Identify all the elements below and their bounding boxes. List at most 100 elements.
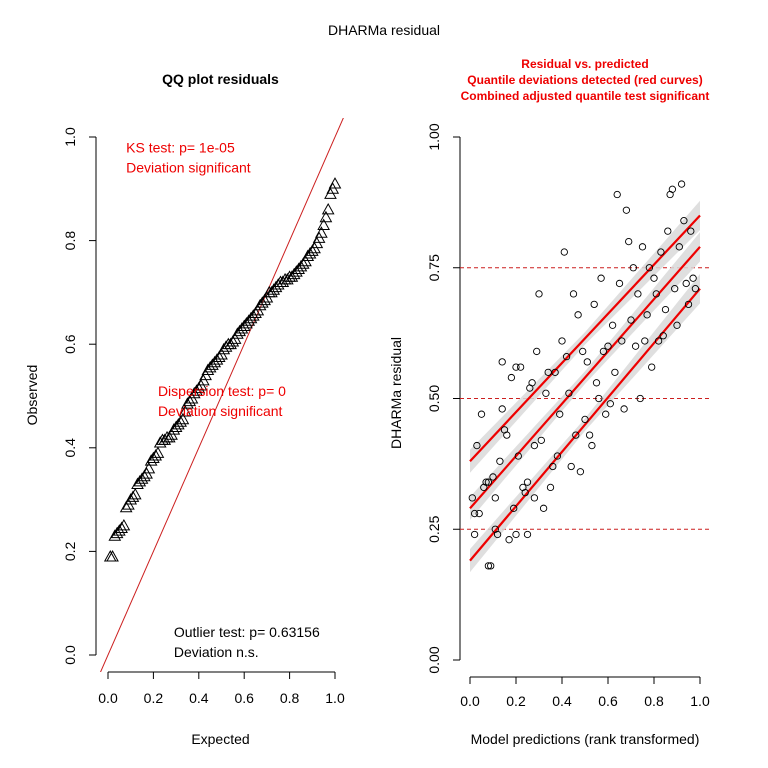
- residual-point: [657, 248, 665, 256]
- residual-point: [611, 368, 619, 376]
- residual-point: [634, 290, 642, 298]
- residual-x-tick-label: 0.0: [460, 693, 480, 709]
- qq-x-tick-label: 0.0: [98, 690, 118, 706]
- residual-plot-title-line: Combined adjusted quantile test signific…: [461, 89, 710, 103]
- residual-point: [567, 462, 575, 471]
- residual-point: [604, 342, 612, 350]
- residual-point: [505, 536, 513, 544]
- residual-point: [682, 279, 690, 288]
- residual-point: [528, 379, 536, 387]
- residual-point: [477, 410, 486, 418]
- residual-vs-predicted-plot: Residual vs. predicted Quantile deviation…: [388, 57, 712, 747]
- residual-point: [627, 316, 635, 324]
- qq-y-tick-label: 0.6: [62, 334, 78, 354]
- qq-x-tick-label: 0.4: [189, 690, 209, 706]
- residual-point: [595, 394, 603, 403]
- residual-point: [691, 285, 700, 293]
- residual-y-axis-label: DHARMa residual: [388, 337, 404, 449]
- residual-x-tick-label: 0.4: [552, 693, 572, 709]
- residual-point: [539, 504, 548, 512]
- residual-point: [493, 530, 502, 539]
- qq-point: [317, 218, 330, 230]
- residual-x-tick-label: 0.6: [598, 693, 618, 709]
- residual-point: [638, 243, 647, 251]
- residual-y-tick-label: 1.00: [426, 123, 442, 150]
- residual-plot-title-line: Quantile deviations detected (red curves…: [467, 73, 702, 87]
- residual-point: [583, 358, 591, 366]
- qq-point: [178, 405, 192, 417]
- residual-point: [668, 185, 677, 193]
- residual-point: [673, 321, 681, 329]
- residual-point: [664, 227, 672, 235]
- residual-point: [507, 373, 516, 382]
- qq-point: [128, 487, 142, 500]
- residual-point: [551, 368, 559, 376]
- residual-point: [496, 457, 504, 465]
- residual-point: [487, 562, 495, 570]
- residual-point: [572, 431, 580, 439]
- residual-point: [558, 337, 566, 345]
- residual-point: [569, 290, 578, 298]
- quantile-curve: [469, 214, 701, 463]
- residual-point: [544, 368, 552, 376]
- qq-point: [137, 469, 151, 482]
- qq-y-tick-label: 0.8: [62, 231, 78, 251]
- residual-point: [648, 363, 656, 371]
- quantile-curve: [469, 287, 701, 562]
- residual-point: [590, 300, 598, 309]
- residual-point: [491, 494, 499, 502]
- residual-point: [533, 347, 541, 356]
- residual-y-tick-label: 0.00: [426, 646, 442, 673]
- residual-point: [516, 363, 525, 371]
- residual-point: [671, 285, 679, 293]
- residual-point: [470, 509, 479, 518]
- residual-point: [592, 379, 601, 387]
- qq-point: [117, 518, 131, 531]
- residual-point: [503, 431, 511, 439]
- qq-annotation-text: Deviation n.s.: [174, 644, 259, 660]
- residual-point: [641, 337, 649, 345]
- qq-plot: QQ plot residuals 0.0 0.2 0.4 0.6 0.8 1.0 0.0 0.…: [24, 71, 345, 747]
- residual-point: [523, 530, 532, 539]
- residual-point: [470, 530, 479, 539]
- qq-x-tick-label: 0.2: [144, 690, 164, 706]
- qq-point: [321, 202, 335, 215]
- residual-x-axis-label: Model predictions (rank transformed): [471, 731, 700, 747]
- residual-point: [553, 452, 562, 460]
- residual-point: [473, 441, 481, 450]
- residual-point: [597, 274, 605, 282]
- residual-point: [684, 300, 693, 309]
- qq-point: [162, 430, 176, 443]
- qq-y-tick-label: 0.2: [62, 541, 78, 561]
- qq-point: [328, 177, 342, 189]
- quantile-curve: [469, 246, 701, 510]
- residual-point: [613, 190, 621, 199]
- residual-point: [631, 342, 640, 350]
- residual-point: [475, 509, 483, 518]
- residual-point: [560, 248, 568, 256]
- qq-point: [151, 446, 165, 458]
- residual-point: [542, 389, 550, 397]
- residual-point: [484, 478, 493, 486]
- qq-x-axis-label: Expected: [191, 731, 249, 747]
- residual-point: [574, 311, 582, 319]
- qq-point: [319, 210, 333, 223]
- residual-point: [576, 468, 585, 476]
- qq-point: [258, 293, 271, 306]
- residual-point: [556, 410, 564, 418]
- residual-point: [636, 394, 644, 403]
- residual-point: [581, 415, 589, 424]
- residual-point: [521, 488, 529, 497]
- qq-point: [249, 306, 262, 319]
- qq-point: [315, 226, 328, 238]
- residual-point: [585, 431, 594, 439]
- residual-point: [546, 483, 555, 492]
- qq-x-tick-label: 0.8: [280, 690, 300, 706]
- residual-plot-title-line: Residual vs. predicted: [521, 57, 648, 71]
- residual-point: [675, 243, 683, 251]
- qq-x-tick-label: 0.6: [234, 690, 254, 706]
- residual-point: [659, 332, 667, 340]
- residual-point: [661, 305, 670, 314]
- qq-annotation-text: KS test: p= 1e-05: [126, 140, 235, 156]
